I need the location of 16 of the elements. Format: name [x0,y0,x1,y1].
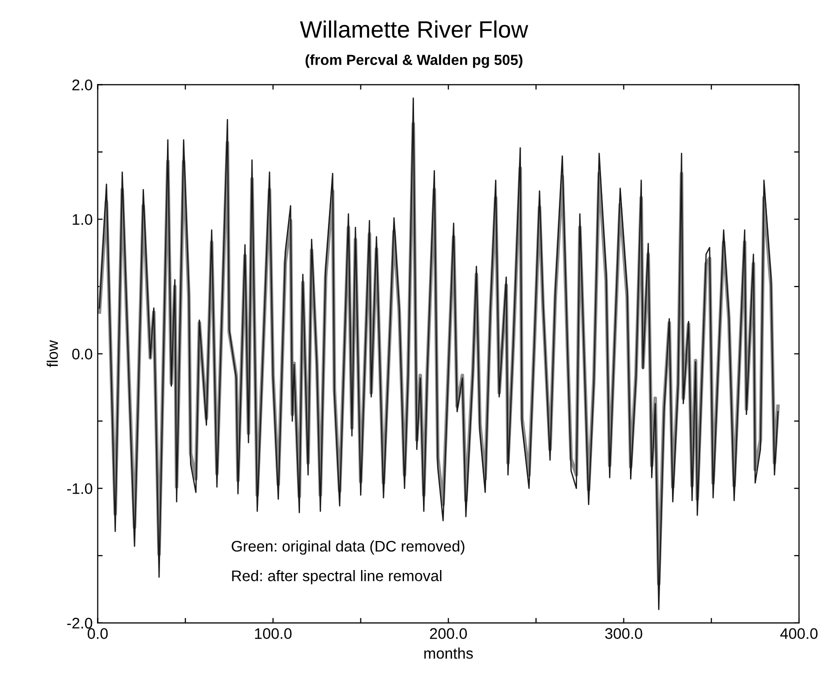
x-tick-label: 400.0 [780,628,818,639]
chart-subtitle: (from Percval & Walden pg 505) [306,54,522,68]
x-axis-title: months [424,648,473,659]
x-tick-label: 0.0 [88,628,108,639]
y-tick-label: 2.0 [72,80,92,90]
y-tick-label: -1.0 [67,483,92,494]
y-tick-label: 1.0 [72,214,92,225]
y-tick-label: 0.0 [72,348,92,360]
annotation: Red: after spectral line removal [232,570,442,584]
x-tick-label: 100.0 [255,628,292,639]
y-tick-label: -2.0 [67,618,92,629]
x-tick-label: 200.0 [430,628,467,639]
x-tick-label: 300.0 [605,628,642,639]
chart-title: Willamette River Flow [300,20,528,38]
y-axis-title: flow [46,340,58,368]
annotation: Green: original data (DC removed) [232,540,464,555]
